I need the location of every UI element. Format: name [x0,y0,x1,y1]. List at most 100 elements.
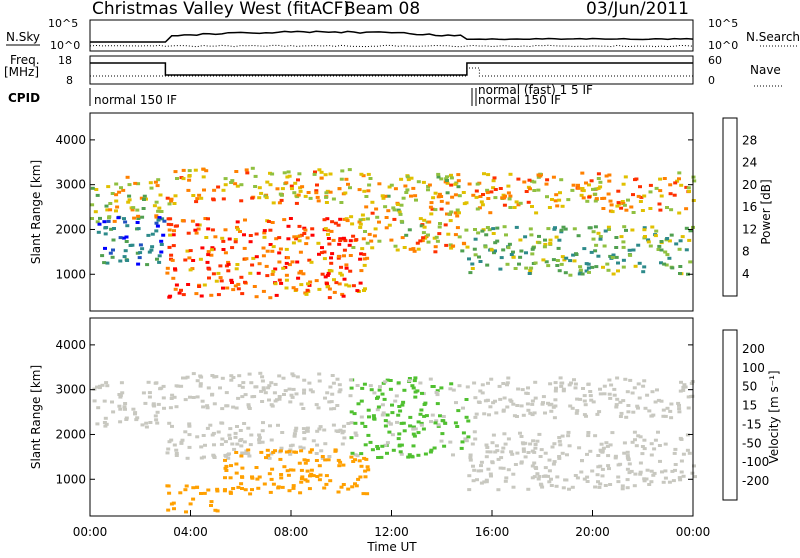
power-echo-cell [136,217,141,220]
power-echo-cell [605,262,610,266]
velocity-echo-cell [533,446,538,450]
power-echo-cell [365,256,370,260]
power-echo-cell [397,210,402,214]
velocity-echo-cell [546,401,550,405]
velocity-echo-cell [362,456,367,460]
velocity-echo-cell [208,423,213,427]
velocity-echo-cell [686,406,691,410]
velocity-echo-cell [636,434,641,438]
velocity-echo-cell [152,404,157,408]
velocity-echo-cell [530,464,535,468]
power-echo-cell [319,251,324,255]
power-echo-cell [248,234,253,237]
power-echo-cell [424,235,429,239]
velocity-echo-cell [686,395,691,399]
velocity-echo-cell [231,405,236,409]
power-echo-cell [406,178,411,182]
power-echo-cell [668,192,673,196]
velocity-echo-cell [379,455,384,459]
velocity-echo-cell [610,431,615,435]
power-echo-cell [421,180,426,184]
velocity-echo-cell [349,421,354,425]
velocity-echo-cell [464,398,469,401]
velocity-echo-cell [289,393,294,397]
velocity-echo-cell [486,381,490,385]
power-echo-cell [169,197,174,201]
power-echo-cell [127,194,132,198]
power-echo-cell [344,283,349,287]
velocity-echo-cell [311,474,316,478]
power-echo-cell [296,178,300,182]
power-echo-cell [238,230,242,233]
power-echo-cell [173,170,178,174]
velocity-echo-cell [588,394,593,398]
power-echo-cell [493,249,497,253]
power-echo-cell [103,246,107,250]
power-echo-cell [292,191,297,195]
velocity-echo-cell [520,388,525,392]
power-echo-cell [166,222,171,226]
velocity-echo-cell [332,407,337,411]
power-echo-cell [491,227,496,231]
velocity-echo-cell [187,424,192,428]
velocity-echo-cell [496,457,501,461]
power-echo-cell [561,225,566,229]
power-echo-cell [305,288,310,292]
velocity-echo-cell [351,460,356,463]
power-echo-cell [287,174,292,178]
velocity-echo-cell [117,404,122,408]
velocity-echo-cell [511,485,516,489]
velocity-echo-cell [411,425,416,429]
velocity-echo-cell [515,415,519,418]
velocity-echo-cell [408,424,413,428]
velocity-echo-cell [473,415,478,419]
velocity-echo-cell [260,375,265,379]
power-echo-cell [662,262,667,266]
velocity-echo-cell [229,378,234,382]
power-echo-cell [268,183,273,187]
velocity-echo-cell [100,383,105,387]
power-echo-cell [517,262,521,266]
colorbar-tick-label: -50 [742,436,762,450]
velocity-echo-cell [283,389,288,393]
power-echo-cell [611,253,616,257]
power-echo-cell [485,191,490,195]
velocity-echo-cell [397,405,402,408]
velocity-echo-cell [411,427,416,431]
power-echo-cell [168,233,173,237]
velocity-echo-cell [301,427,306,431]
power-echo-cell [686,186,691,190]
velocity-echo-cell [290,443,295,447]
power-echo-cell [480,229,485,233]
velocity-echo-cell [176,384,181,388]
velocity-echo-cell [628,378,633,382]
ytick-label: 1000 [55,267,86,281]
power-echo-cell [580,171,585,175]
power-echo-cell [616,269,620,273]
power-echo-cell [279,198,284,202]
power-echo-cell [619,206,624,210]
velocity-echo-cell [275,398,279,402]
power-echo-cell [216,271,221,275]
power-echo-cell [187,169,192,173]
power-echo-cell [362,257,367,261]
power-echo-cell [418,217,423,221]
velocity-echo-cell [257,475,262,479]
velocity-echo-cell [298,445,303,449]
power-echo-cell [239,275,244,279]
power-echo-cell [146,233,151,237]
velocity-echo-cell [198,384,203,388]
velocity-echo-cell [673,463,678,466]
power-echo-cell [293,181,298,185]
velocity-echo-cell [118,407,123,411]
power-echo-cell [554,235,559,239]
power-echo-cell [358,257,363,261]
time-xticks: 00:00 04:00 08:00 12:00 16:00 20:00 00:00 [73,510,710,539]
power-echo-cell [326,228,331,232]
power-echo-cell [254,232,259,236]
velocity-echo-cell [272,391,277,395]
velocity-echo-cell [359,452,364,456]
power-echo-cell [381,196,386,200]
velocity-echo-cell [685,433,690,437]
power-echo-cell [589,179,594,183]
